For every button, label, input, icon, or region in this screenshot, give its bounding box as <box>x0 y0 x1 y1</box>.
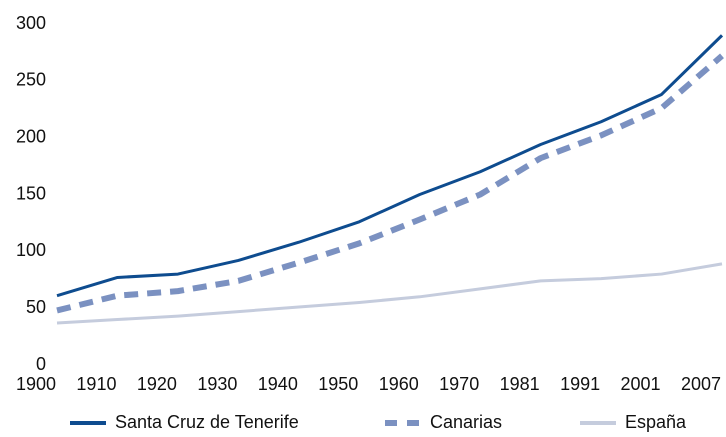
x-tick-label: 2001 <box>621 374 661 394</box>
series-line <box>56 34 724 298</box>
x-tick-label: 1910 <box>76 374 116 394</box>
y-tick-label: 200 <box>16 126 46 146</box>
y-tick-label: 150 <box>16 183 46 203</box>
y-tick-label: 100 <box>16 240 46 260</box>
legend-label: Santa Cruz de Tenerife <box>115 412 299 432</box>
x-tick-label: 1930 <box>197 374 237 394</box>
x-tick-label: 1940 <box>258 374 298 394</box>
x-tick-label: 1960 <box>379 374 419 394</box>
x-tick-label: 1950 <box>318 374 358 394</box>
legend-label: España <box>625 412 687 432</box>
x-tick-label: 1981 <box>500 374 540 394</box>
x-tick-label: 1991 <box>560 374 600 394</box>
y-tick-label: 50 <box>26 297 46 317</box>
x-tick-label: 2007 <box>681 374 721 394</box>
series-line <box>56 262 723 325</box>
x-tick-label: 1970 <box>439 374 479 394</box>
y-tick-label: 300 <box>16 13 46 33</box>
x-tick-label: 1900 <box>16 374 56 394</box>
x-tick-label: 1920 <box>137 374 177 394</box>
y-tick-label: 250 <box>16 70 46 90</box>
y-tick-label: 0 <box>36 354 46 374</box>
legend-label: Canarias <box>430 412 502 432</box>
series-line <box>56 53 724 314</box>
